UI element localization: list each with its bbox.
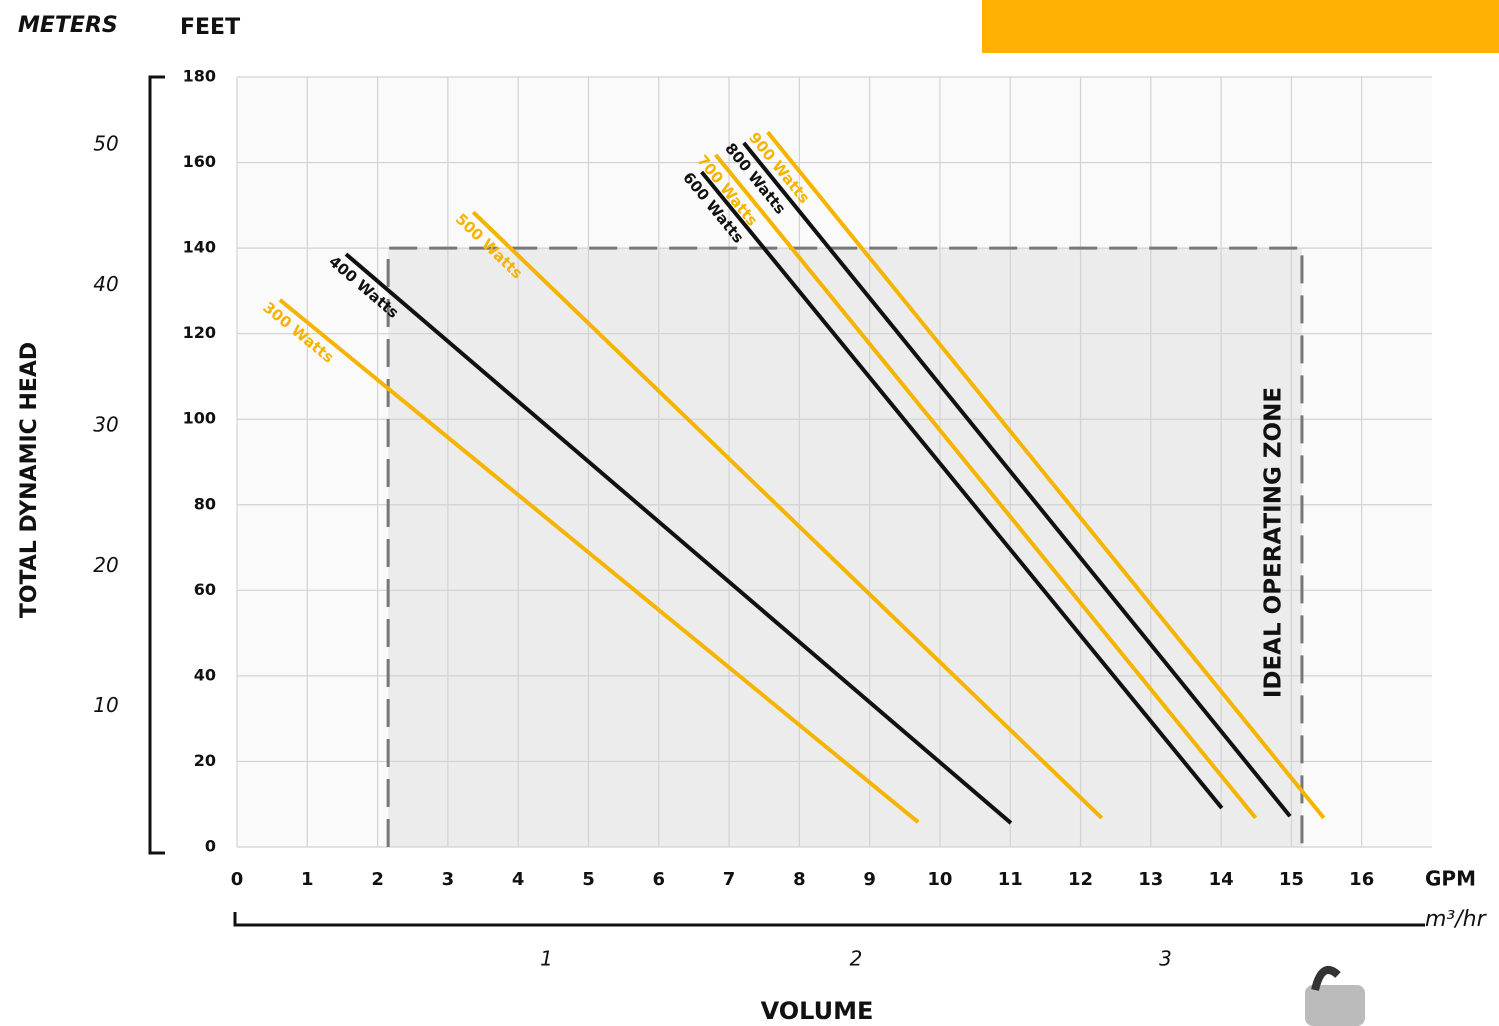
y2-tick-label: 40: [93, 272, 118, 296]
feet-label: FEET: [180, 15, 240, 40]
x-tick-label: 7: [723, 869, 736, 890]
m3-bracket: [233, 912, 1425, 927]
y-tick-label: 140: [183, 238, 216, 257]
series-line: [714, 153, 1258, 820]
y-tick-label: 20: [194, 751, 216, 770]
meters-label: METERS: [18, 13, 118, 38]
x2-tick-label: 3: [1159, 947, 1172, 971]
y-tick-label: 180: [183, 67, 216, 86]
series-line: [766, 130, 1326, 820]
banner: [982, 0, 1499, 53]
plot: 0 1 2 3 4 5 6 7 8 9 10 11 12 13 14 15 160204060801001201…: [93, 67, 1432, 971]
series-line: [344, 252, 1013, 825]
x-tick-label: 11: [998, 869, 1023, 890]
x-tick-label: 0: [231, 869, 244, 890]
x-tick-label: 14: [1209, 869, 1234, 890]
x2-tick-label: 1: [540, 947, 553, 971]
x-tick-label: 15: [1279, 869, 1304, 890]
x-tick-label: 1: [301, 869, 314, 890]
x2-tick-label: 2: [850, 947, 863, 971]
series-line: [700, 170, 1224, 810]
series-line: [742, 141, 1292, 818]
x-tick-label: 9: [863, 869, 876, 890]
x-tick-label: 8: [793, 869, 806, 890]
y2-tick-label: 30: [93, 412, 118, 436]
x-tick-label: 13: [1138, 869, 1163, 890]
series-line: [471, 210, 1104, 820]
y-tick-label: 40: [194, 665, 216, 684]
y2-tick-label: 10: [93, 693, 118, 717]
y-tick-label: 160: [183, 152, 216, 171]
y-tick-label: 0: [205, 837, 216, 856]
y-tick-label: 120: [183, 323, 216, 342]
x-title: VOLUME: [761, 997, 874, 1025]
y-tick-label: 60: [194, 580, 216, 599]
x-tick-label: 10: [927, 869, 952, 890]
y-title: TOTAL DYNAMIC HEAD: [17, 342, 42, 618]
x-tick-label: 3: [442, 869, 455, 890]
y2-tick-label: 50: [93, 132, 118, 156]
y-tick-label: 80: [194, 494, 216, 513]
zone-label: IDEAL OPERATING ZONE: [1260, 387, 1286, 698]
x-tick-label: 4: [512, 869, 525, 890]
zone-fill: [388, 248, 1302, 848]
pump-icon: [1305, 966, 1365, 1026]
x-tick-label: 2: [371, 869, 384, 890]
zone-border: [386, 246, 1304, 847]
y2-tick-label: 20: [93, 553, 118, 577]
x-tick-label: 6: [652, 869, 665, 890]
x-tick-label: 5: [582, 869, 595, 890]
x2-unit: m³/hr: [1425, 907, 1488, 932]
x-tick-label: 16: [1349, 869, 1374, 890]
x-tick-label: 12: [1068, 869, 1093, 890]
x-unit: GPM: [1425, 867, 1476, 891]
series-line: [278, 298, 920, 824]
meters-bracket: [148, 75, 165, 855]
y-tick-label: 100: [183, 409, 216, 428]
